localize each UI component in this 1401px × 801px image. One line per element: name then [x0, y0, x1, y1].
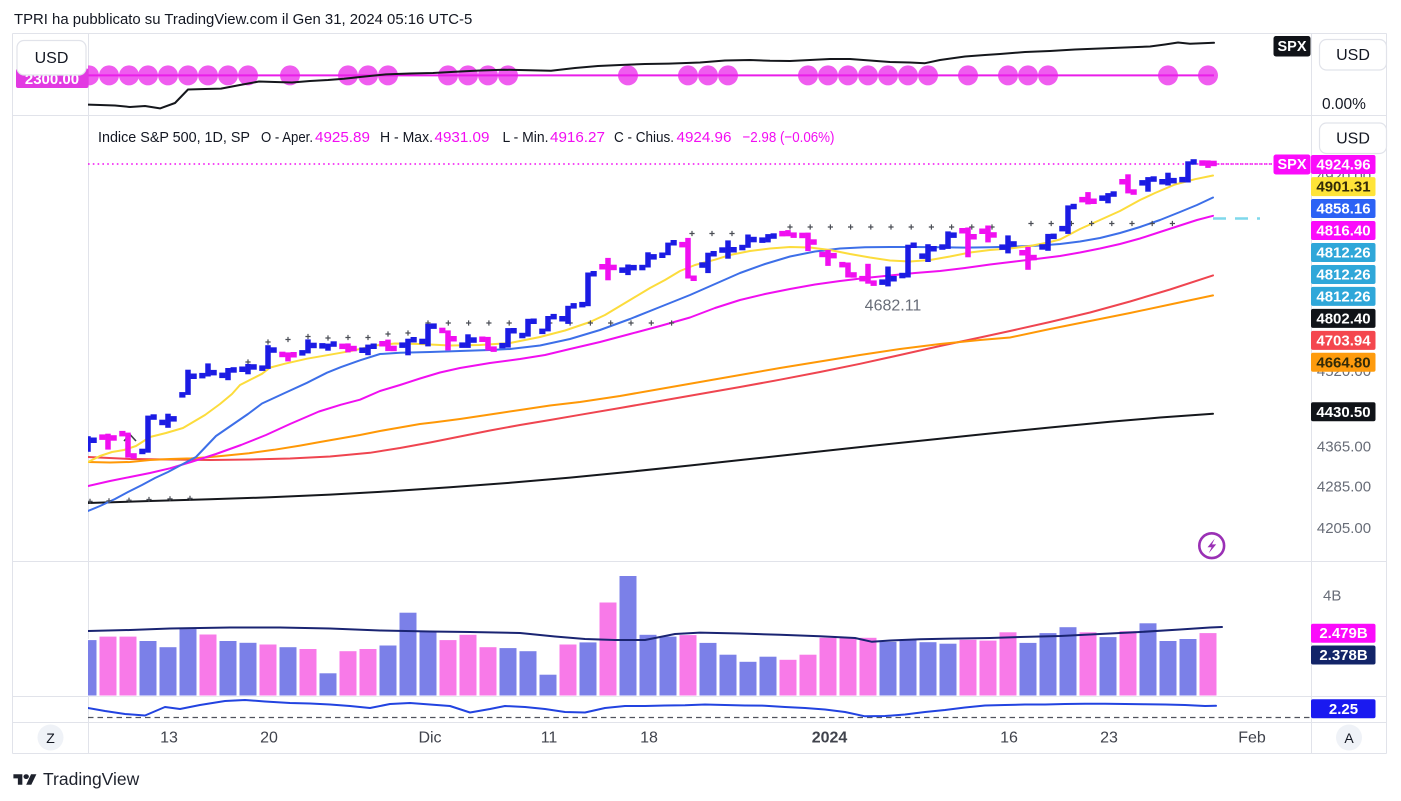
svg-text:4812.26: 4812.26 — [1316, 245, 1370, 262]
svg-text:4703.94: 4703.94 — [1316, 332, 1371, 349]
svg-text:4931.09: 4931.09 — [435, 129, 490, 146]
svg-text:4205.00: 4205.00 — [1317, 520, 1371, 537]
svg-text:4816.40: 4816.40 — [1316, 223, 1370, 240]
svg-text:2.378B: 2.378B — [1319, 647, 1368, 664]
svg-text:USD: USD — [1336, 47, 1370, 64]
svg-text:4925.89: 4925.89 — [315, 129, 370, 146]
svg-text:4901.31: 4901.31 — [1316, 179, 1370, 196]
svg-text:SPX: SPX — [1277, 39, 1306, 55]
svg-text:20: 20 — [260, 730, 278, 747]
svg-text:4365.00: 4365.00 — [1317, 439, 1371, 456]
svg-text:4682.11: 4682.11 — [865, 298, 922, 315]
svg-text:2.479B: 2.479B — [1319, 625, 1368, 642]
svg-text:O - Aper.: O - Aper. — [261, 129, 313, 146]
svg-text:23: 23 — [1100, 730, 1118, 747]
svg-text:USD: USD — [1336, 130, 1370, 147]
svg-text:4B: 4B — [1323, 588, 1341, 605]
svg-text:USD: USD — [35, 50, 69, 67]
svg-text:A: A — [1344, 730, 1354, 746]
svg-text:4430.50: 4430.50 — [1316, 404, 1370, 421]
svg-text:Indice S&P 500, 1D, SP: Indice S&P 500, 1D, SP — [98, 129, 250, 146]
svg-text:4924.96: 4924.96 — [677, 129, 732, 146]
svg-text:H - Max.: H - Max. — [380, 129, 433, 146]
svg-text:Dic: Dic — [418, 730, 441, 747]
svg-text:Feb: Feb — [1238, 730, 1266, 747]
svg-text:4664.80: 4664.80 — [1316, 354, 1370, 371]
svg-text:−2.98 (−0.06%): −2.98 (−0.06%) — [743, 129, 835, 146]
svg-text:4812.26: 4812.26 — [1316, 267, 1370, 284]
svg-text:TPRI ha pubblicato su TradingV: TPRI ha pubblicato su TradingView.com il… — [14, 12, 472, 28]
svg-text:4802.40: 4802.40 — [1316, 310, 1370, 327]
svg-text:2.25: 2.25 — [1329, 701, 1358, 718]
svg-text:L - Min.: L - Min. — [503, 129, 549, 146]
svg-text:0.00%: 0.00% — [1322, 96, 1366, 113]
svg-text:13: 13 — [160, 730, 178, 747]
svg-text:Z: Z — [46, 730, 55, 746]
svg-text:4812.26: 4812.26 — [1316, 288, 1370, 305]
svg-text:4924.96: 4924.96 — [1316, 157, 1370, 174]
svg-text:4285.00: 4285.00 — [1317, 479, 1371, 496]
svg-text:2024: 2024 — [812, 730, 848, 747]
svg-text:SPX: SPX — [1277, 157, 1306, 173]
svg-text:TradingView: TradingView — [43, 769, 140, 789]
svg-text:4916.27: 4916.27 — [550, 129, 605, 146]
svg-text:18: 18 — [640, 730, 658, 747]
svg-text:11: 11 — [541, 730, 558, 747]
svg-text:16: 16 — [1000, 730, 1018, 747]
svg-text:C - Chius.: C - Chius. — [614, 129, 674, 146]
svg-text:4858.16: 4858.16 — [1316, 201, 1370, 218]
